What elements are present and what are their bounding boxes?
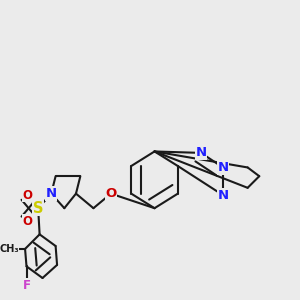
Text: N: N — [217, 189, 229, 202]
Text: O: O — [22, 189, 32, 202]
Text: S: S — [33, 201, 44, 216]
Text: F: F — [22, 279, 31, 292]
Text: N: N — [46, 187, 57, 200]
Text: O: O — [22, 215, 32, 228]
Text: O: O — [105, 187, 116, 200]
Text: CH₃: CH₃ — [0, 244, 19, 254]
Text: N: N — [196, 146, 207, 159]
Text: N: N — [217, 161, 229, 174]
